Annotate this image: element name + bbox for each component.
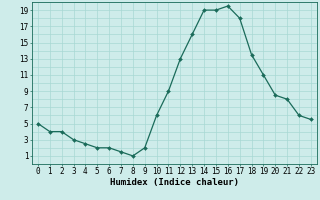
X-axis label: Humidex (Indice chaleur): Humidex (Indice chaleur) [110,178,239,187]
